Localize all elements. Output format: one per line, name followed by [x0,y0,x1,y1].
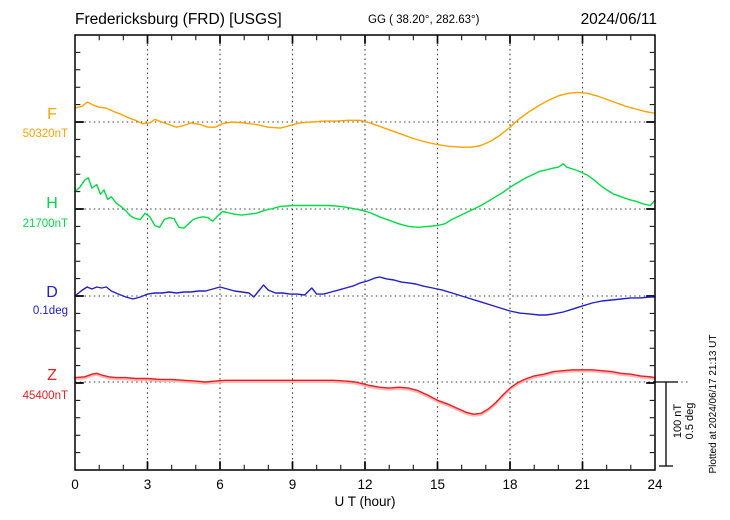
channel-label-z: Z [47,367,57,384]
channel-label-h: H [46,195,58,212]
x-tick-label-0: 0 [71,477,79,492]
x-tick-label-18: 18 [502,477,517,492]
x-tick-label-6: 6 [216,477,224,492]
x-axis-title: U T (hour) [334,494,395,509]
x-tick-labels: 0 3 6 9 12 15 18 21 24 [71,477,663,492]
minor-ticks [75,35,655,470]
x-tick-label-21: 21 [575,477,590,492]
geographic-coordinates: GG ( 38.20°, 282.63°) [368,14,480,26]
scale-bar-deg-label: 0.5 deg [684,403,696,440]
plot-frame [74,34,656,471]
x-tick-label-12: 12 [357,477,372,492]
observatory-title: Fredericksburg (FRD) [USGS] [75,11,282,28]
z-trace-shadow [73,370,657,417]
amplitude-scale-bar [653,381,678,467]
channel-label-f: F [47,106,57,123]
h-trace [74,163,656,229]
x-tick-label-9: 9 [289,477,297,492]
x-tick-label-15: 15 [430,477,445,492]
dotted-gridlines [75,35,688,470]
channel-baseline-f: 50320nT [23,128,68,140]
channel-traces [73,91,657,417]
x-tick-label-3: 3 [144,477,152,492]
z-trace [74,369,656,415]
channel-baseline-h: 21700nT [23,218,68,230]
channel-baseline-z: 45400nT [23,390,68,402]
x-tick-label-24: 24 [647,477,663,492]
f-trace [74,91,656,148]
scale-bar-nt-label: 100 nT [672,404,684,439]
d-trace [74,276,656,316]
major-ticks [75,35,655,470]
plotted-at-note: Plotted at 2024/06/17 21:13 UT [708,335,719,474]
channel-label-d: D [46,284,58,301]
plot-date: 2024/06/11 [581,11,657,28]
channel-baseline-d: 0.1deg [33,305,68,317]
